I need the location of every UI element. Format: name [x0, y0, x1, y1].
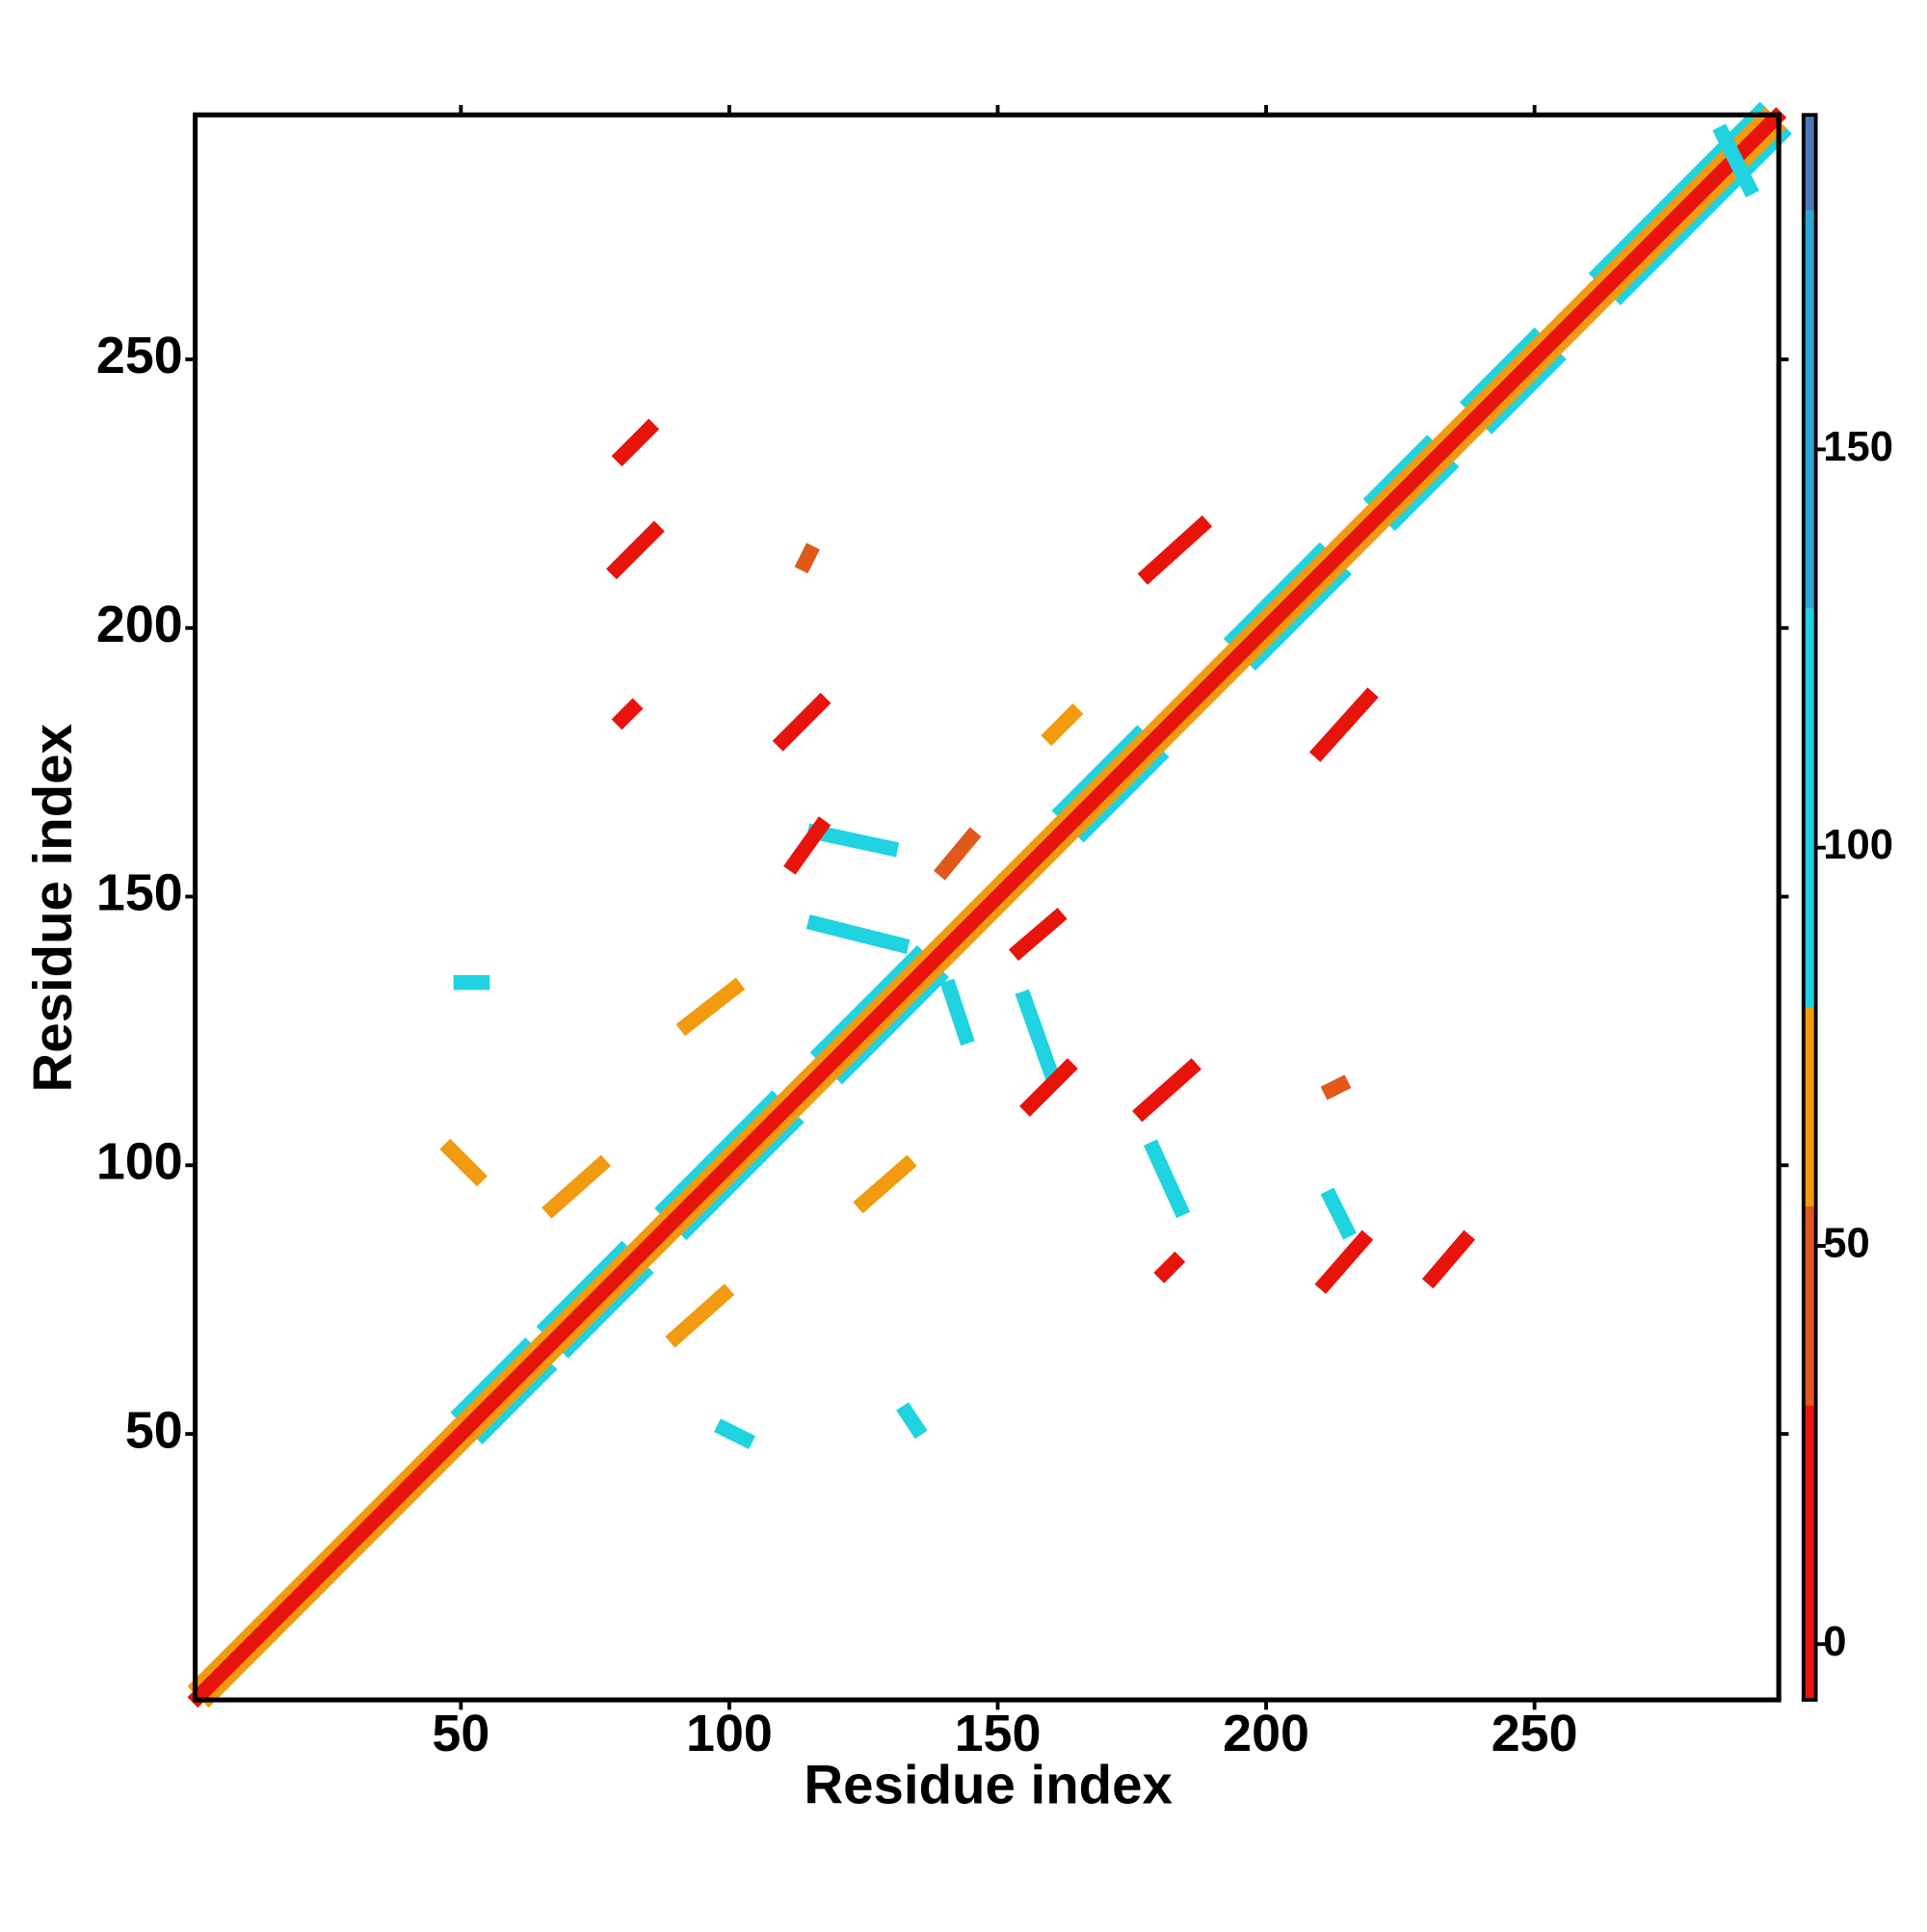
x-axis-label: Residue index — [804, 1754, 1172, 1814]
contact-segment — [1143, 1139, 1191, 1219]
contact-segment — [611, 698, 644, 730]
contact-segment — [1153, 1251, 1186, 1284]
x-tick-label: 250 — [1491, 1705, 1578, 1762]
contact-segment — [198, 118, 1787, 1708]
colorbar-tick-label: 50 — [1823, 1220, 1869, 1266]
contact-segment — [654, 1090, 783, 1219]
colorbar-bin — [1803, 608, 1816, 1007]
contact-segment — [611, 418, 660, 467]
contact-segment — [805, 823, 900, 858]
contact-segment — [557, 1261, 654, 1359]
contact-segment — [1384, 456, 1460, 532]
contact-segment — [832, 966, 950, 1085]
contact-segment — [1481, 349, 1567, 435]
contact-segment — [1320, 1187, 1357, 1240]
x-tick-label: 200 — [1223, 1705, 1309, 1762]
contact-segment — [1015, 989, 1062, 1084]
contact-segment — [450, 1337, 537, 1423]
contact-segment — [853, 1154, 917, 1214]
y-tick-label: 250 — [96, 327, 183, 384]
x-tick-label: 150 — [955, 1705, 1042, 1762]
contact-segment — [809, 944, 928, 1064]
y-tick-label: 100 — [96, 1133, 183, 1191]
contact-segment — [1459, 327, 1545, 413]
contact-segment — [714, 1418, 755, 1449]
contact-segment — [1308, 687, 1379, 762]
contact-segment — [1051, 725, 1148, 822]
contact-segment — [896, 1402, 928, 1440]
contact-segment — [675, 1111, 805, 1241]
contact-segment — [675, 977, 746, 1037]
colorbar-tick-label: 100 — [1823, 822, 1893, 868]
contact-segment — [1072, 746, 1170, 843]
contact-segment — [1223, 542, 1331, 649]
contact-segment — [1137, 515, 1213, 585]
colorbar-bin — [1803, 1405, 1816, 1701]
contact-segment — [439, 1138, 488, 1187]
contact-segment — [606, 520, 665, 580]
y-tick-label: 50 — [125, 1401, 183, 1459]
colorbar-bin — [1803, 1205, 1816, 1406]
contact-segment — [1421, 1230, 1476, 1289]
contact-segment — [783, 816, 832, 875]
contact-segment — [939, 978, 975, 1046]
contact-segment — [471, 1359, 558, 1444]
contact-segment — [1588, 101, 1771, 284]
contact-segment — [933, 827, 982, 881]
contact-segment — [772, 692, 832, 752]
contact-segment — [536, 1240, 633, 1337]
colorbar-bin — [1803, 210, 1816, 609]
contact-segment — [1314, 1230, 1374, 1294]
contact-segment — [1362, 435, 1439, 510]
contact-segment — [1132, 1058, 1201, 1123]
y-tick-label: 150 — [96, 864, 183, 922]
contact-segment — [805, 914, 911, 955]
contact-segment — [1008, 907, 1068, 962]
contact-segment — [1712, 123, 1759, 198]
plot-frame — [193, 112, 1782, 1703]
contact-segment — [1041, 703, 1084, 747]
y-tick-label: 200 — [96, 595, 183, 653]
contact-segment — [1245, 564, 1352, 672]
contact-segment — [1019, 1058, 1078, 1117]
contact-segment — [541, 1154, 612, 1219]
contact-segment — [794, 543, 820, 574]
contact-segment — [187, 107, 1777, 1698]
x-tick-label: 100 — [686, 1705, 773, 1762]
colorbar-bin — [1803, 1006, 1816, 1206]
contact-segment — [665, 1284, 735, 1348]
colorbar-tick-label: 0 — [1823, 1619, 1846, 1665]
colorbar-tick-label: 150 — [1823, 424, 1893, 470]
contact-segment — [187, 107, 1787, 1708]
colorbar-bin — [1803, 115, 1816, 211]
x-tick-label: 50 — [432, 1705, 489, 1762]
contact-segment — [1320, 1074, 1352, 1100]
colorbar-frame — [1801, 113, 1818, 1703]
y-axis-label: Residue index — [22, 724, 83, 1092]
contact-segment — [1609, 122, 1792, 305]
